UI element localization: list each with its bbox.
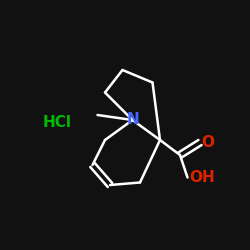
Text: HCl: HCl bbox=[43, 115, 72, 130]
Text: OH: OH bbox=[189, 170, 214, 185]
Text: O: O bbox=[201, 135, 214, 150]
Text: N: N bbox=[126, 112, 139, 128]
